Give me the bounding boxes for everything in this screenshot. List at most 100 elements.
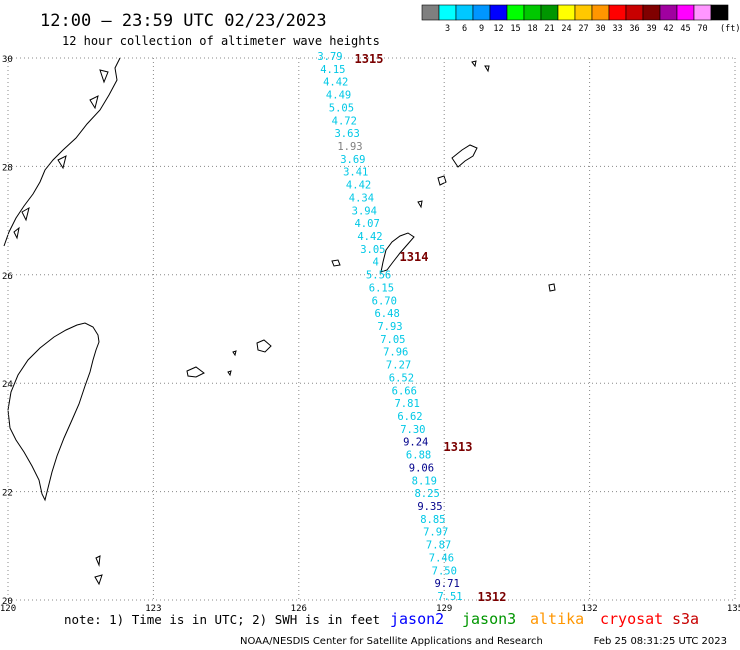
legend-tick-label: 12 [493, 24, 503, 34]
footer-note: note: 1) Time is in UTC; 2) SWH is in fe… [64, 612, 380, 627]
satellite-name: jason2 [390, 610, 444, 628]
swh-value: 6.70 [372, 295, 397, 307]
map-subtitle: 12 hour collection of altimeter wave hei… [62, 34, 380, 48]
swh-value: 4.07 [354, 218, 379, 230]
swh-value: 7.96 [383, 347, 408, 359]
swh-value: 9.24 [403, 437, 428, 449]
lat-tick-label: 30 [2, 55, 13, 65]
lat-lon-grid [7, 57, 736, 601]
lat-tick-label: 20 [2, 597, 13, 607]
satellite-name: s3a [672, 610, 699, 628]
lat-tick-label: 28 [2, 163, 13, 173]
legend-tick-label: 39 [646, 24, 656, 34]
legend-tick-label: 33 [612, 24, 622, 34]
legend-tick-label: 15 [510, 24, 520, 34]
legend-swatch [608, 4, 627, 21]
legend-tick-label: 21 [544, 24, 554, 34]
taiwan-island [7, 322, 100, 502]
pass-numbers: 1315 1314 1313 1312 [355, 52, 507, 604]
footer-credit: NOAA/NESDIS Center for Satellite Applica… [240, 636, 543, 647]
swh-value: 8.25 [414, 488, 439, 500]
legend-swatch [472, 4, 491, 21]
legend-tick-label: 3 [445, 24, 450, 34]
lon-tick-label: 126 [291, 604, 307, 614]
miyako-island [256, 339, 272, 353]
swh-value: 4.42 [346, 180, 371, 192]
legend-tick-label: 6 [462, 24, 467, 34]
swh-value: 7.81 [394, 398, 419, 410]
satellite-name: altika [530, 610, 584, 628]
swh-value: 6.48 [374, 308, 399, 320]
swh-value: 6.15 [369, 282, 394, 294]
legend-tick-label: 9 [479, 24, 484, 34]
swh-value: 3.69 [340, 154, 365, 166]
lat-tick-label: 24 [2, 380, 13, 390]
china-coast-islands [13, 69, 109, 240]
legend-swatch [676, 4, 695, 21]
legend-swatch [489, 4, 508, 21]
coastlines [3, 57, 556, 586]
legend-swatch [438, 4, 457, 21]
axis-labels: 120 123 126 129 132 135 30 28 26 24 22 20 [0, 55, 740, 614]
legend-swatch [710, 4, 729, 21]
legend-swatch [625, 4, 644, 21]
legend-tick-label: 45 [680, 24, 690, 34]
legend-swatch [574, 4, 593, 21]
swh-value: 4.49 [326, 90, 351, 102]
swh-value: 3.05 [360, 244, 385, 256]
swh-value: 7.30 [400, 424, 425, 436]
legend-swatch [693, 4, 712, 21]
altimeter-track: 3.794.154.424.495.054.723.631.933.693.41… [317, 51, 462, 603]
satellite-name: cryosat [600, 610, 663, 628]
amami-oshima [451, 144, 478, 168]
legend-tick-label: 24 [561, 24, 571, 34]
swh-value: 4.72 [332, 115, 357, 127]
swh-value: 6.66 [392, 385, 417, 397]
swh-value: 6.52 [389, 372, 414, 384]
map-title: 12:00 — 23:59 UTC 02/23/2023 [40, 11, 327, 31]
legend-tick-label: 36 [629, 24, 639, 34]
legend-swatch [557, 4, 576, 21]
lat-tick-label: 22 [2, 489, 13, 499]
legend-swatch [540, 4, 559, 21]
swh-value: 4 [373, 257, 379, 269]
lon-tick-label: 129 [436, 604, 452, 614]
legend-tick-label: 27 [578, 24, 588, 34]
satellite-name: jason3 [462, 610, 516, 628]
ishigaki-island [186, 366, 205, 378]
legend-tick-label: 30 [595, 24, 605, 34]
legend-swatch [455, 4, 474, 21]
legend-swatch [506, 4, 525, 21]
legend-swatch [591, 4, 610, 21]
pass-number-label: 1312 [478, 590, 507, 604]
legend-tick-label: 18 [527, 24, 537, 34]
swh-value: 1.93 [337, 141, 362, 153]
satellite-legend: jason2 jason3 altika cryosat s3a [390, 610, 699, 628]
swh-value: 7.87 [426, 540, 451, 552]
swh-value: 5.05 [329, 102, 354, 114]
swh-value: 4.34 [349, 192, 374, 204]
lat-tick-label: 26 [2, 272, 13, 282]
swh-value: 3.63 [334, 128, 359, 140]
footer-timestamp: Feb 25 08:31:25 UTC 2023 [594, 636, 727, 647]
swh-value: 7.93 [377, 321, 402, 333]
legend-unit: (ft) [720, 24, 740, 34]
swh-value: 7.46 [429, 552, 454, 564]
swh-value: 5.56 [366, 270, 391, 282]
legend-swatch [523, 4, 542, 21]
swh-value: 7.97 [423, 527, 448, 539]
swh-value: 7.05 [380, 334, 405, 346]
swh-value: 4.15 [320, 64, 345, 76]
swh-value: 8.19 [412, 475, 437, 487]
swh-value: 6.62 [397, 411, 422, 423]
okinoerabu-island [437, 175, 447, 186]
legend-swatch [642, 4, 661, 21]
china-coast [3, 57, 121, 247]
swh-value: 3.94 [352, 205, 377, 217]
swh-value: 9.35 [417, 501, 442, 513]
pass-number-label: 1314 [400, 250, 429, 264]
kume-island [331, 259, 341, 267]
pass-number-label: 1315 [355, 52, 384, 66]
